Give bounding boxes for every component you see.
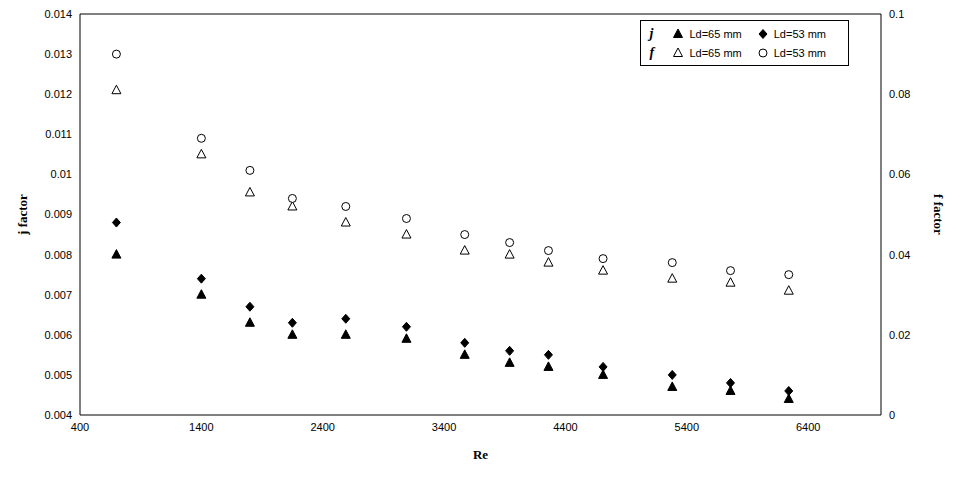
- svg-text:0.004: 0.004: [44, 409, 72, 421]
- html-text:Ld=53 mm: Ld=53 mm: [773, 46, 826, 59]
- svg-text:f factor: f factor: [931, 194, 946, 235]
- svg-text:0.009: 0.009: [44, 208, 72, 220]
- svg-text:6400: 6400: [796, 421, 820, 433]
- svg-text:0.011: 0.011: [45, 128, 72, 140]
- html-text:Ld=65 mm: Ld=65 mm: [689, 46, 742, 59]
- svg-text:0.008: 0.008: [44, 249, 72, 261]
- svg-text:0: 0: [889, 409, 895, 421]
- svg-text:0.006: 0.006: [44, 329, 72, 341]
- svg-text:0.007: 0.007: [44, 289, 72, 301]
- svg-text:3400: 3400: [432, 421, 456, 433]
- svg-text:1400: 1400: [189, 421, 213, 433]
- svg-text:0.08: 0.08: [889, 88, 910, 100]
- svg-text:j factor: j factor: [15, 194, 30, 236]
- svg-text:0.06: 0.06: [889, 168, 910, 180]
- svg-text:0.1: 0.1: [889, 8, 904, 20]
- html-text:j: j: [649, 25, 654, 41]
- html-text:f: f: [649, 44, 655, 60]
- svg-text:Re: Re: [473, 447, 488, 462]
- svg-text:0.04: 0.04: [889, 249, 910, 261]
- svg-text:2400: 2400: [310, 421, 334, 433]
- svg-text:4400: 4400: [553, 421, 577, 433]
- html-text:Ld=65 mm: Ld=65 mm: [689, 27, 742, 40]
- svg-text:5400: 5400: [675, 421, 699, 433]
- svg-text:0.02: 0.02: [889, 329, 910, 341]
- svg-text:0.01: 0.01: [51, 168, 72, 180]
- svg-text:400: 400: [71, 421, 89, 433]
- svg-text:0.012: 0.012: [44, 88, 72, 100]
- svg-text:0.014: 0.014: [44, 8, 72, 20]
- svg-text:0.013: 0.013: [44, 48, 72, 60]
- svg-text:0.005: 0.005: [44, 369, 72, 381]
- html-text:Ld=53 mm: Ld=53 mm: [773, 27, 826, 40]
